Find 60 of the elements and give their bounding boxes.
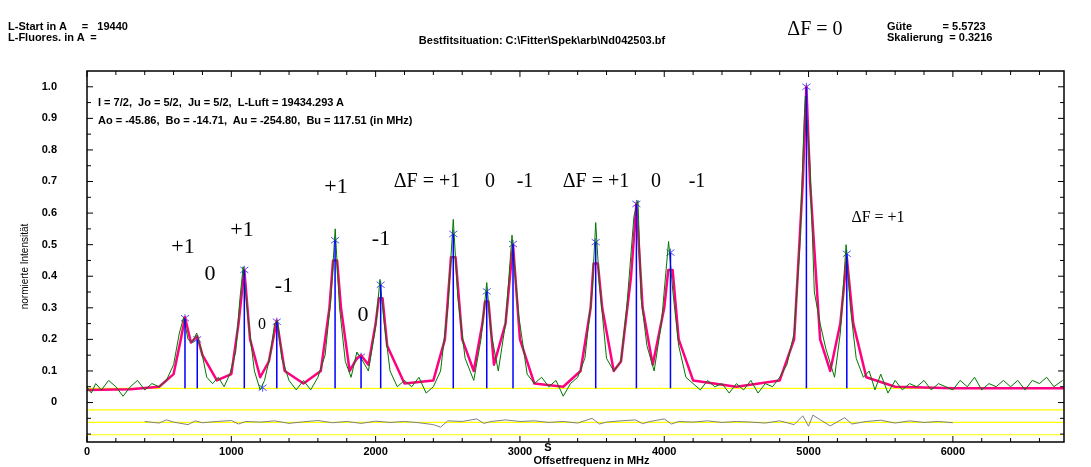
x-tick-label: 3000 [507,445,533,457]
y-tick-label: 0 [50,395,57,408]
annotation: -1 [274,272,294,298]
annotation: ΔF = +1 [562,168,630,191]
text: Bestfitsituation: C:\Fitter\Spek\arb\Nd042503.bf [418,34,666,46]
point [376,280,386,290]
annotation: I = 7/2, Jo = 5/2, Ju = 5/2, L-Luft = 19434.293 A [98,96,345,108]
x-tick-label: 0 [83,445,91,457]
point [631,199,641,209]
y-tick-label: 0.3 [41,300,57,313]
annotation: 0 [204,260,216,286]
x-tick-label: 6000 [940,445,966,457]
x-axis-title: Offsetfrequenz in MHz [533,454,651,466]
annotation: 0 [651,168,661,191]
annotation: Ao = -45.86, Bo = -14.71, Au = -254.80, Bu = 117.51 (in MHz) [98,114,413,126]
point [239,265,249,275]
point [448,229,458,239]
annotation: -1 [688,168,706,191]
text: Güte = 5.5723 [887,20,986,32]
annotation: ΔF = +1 [393,168,461,191]
annotation: S [544,441,552,453]
text: ΔF = 0 [787,16,843,39]
point [330,235,340,245]
point [258,383,268,393]
annotation: ΔF = +1 [851,207,905,225]
y-tick-label: 0.4 [41,269,58,282]
annotation: 0 [258,314,266,332]
point [801,82,811,92]
point [272,317,282,327]
y-tick-label: 0.6 [41,205,57,218]
x-tick-label: 5000 [796,445,821,457]
y-tick-label: 0.1 [41,363,57,376]
text: L-Start in A = 19440 [8,20,128,32]
y-tick-label: 0.8 [41,142,57,155]
x-tick-label: 4000 [652,445,677,457]
text: Skalierung = 0.3216 [887,31,993,43]
point [508,239,518,249]
annotation: 0 [357,301,369,327]
point [665,248,675,258]
point [482,286,492,296]
y-tick-label: 0.5 [41,237,57,250]
y-axis-title: normierte Intensität [19,223,30,310]
point [180,313,190,323]
annotation: 0 [485,168,495,191]
annotation: +1 [171,233,195,259]
annotation: +1 [324,173,348,199]
y-tick-label: 0.9 [41,111,57,124]
text: L-Fluores. in A = [8,31,97,43]
annotation: -1 [516,168,534,191]
point [842,249,852,259]
x-tick-label: 2000 [363,445,388,457]
x-tick-label: 1000 [219,445,244,457]
annotation: -1 [371,225,391,251]
point [192,334,202,344]
y-tick-label: 1.0 [41,79,57,92]
y-tick-label: 0.2 [41,332,57,345]
line-series [144,414,954,428]
y-tick-label: 0.7 [41,174,57,187]
annotation: +1 [230,216,254,242]
point [591,237,601,247]
